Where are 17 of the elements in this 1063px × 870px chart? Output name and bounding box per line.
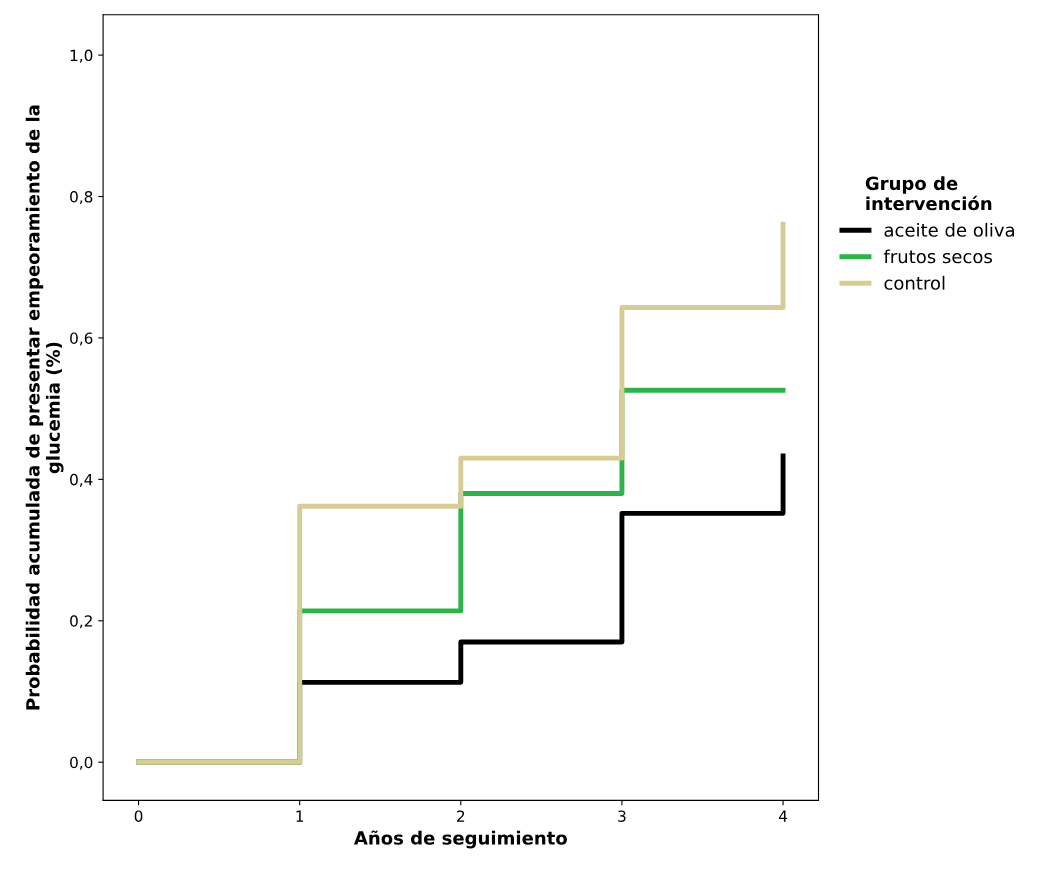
x-tick-label: 2 [457,810,465,822]
y-tick-label: 0,0 [70,756,93,770]
legend-label: frutos secos [883,249,992,264]
legend-label: aceite de oliva [884,222,1014,237]
x-tick-label: 4 [778,810,788,822]
x-tick-label: 1 [296,810,304,822]
y-tick-label: 1,0 [70,49,93,63]
y-tick-label: 0,8 [70,190,93,205]
y-tick-label: 0,4 [70,473,93,487]
legend-title: Grupo de intervención [865,176,992,211]
y-tick-label: 0,2 [70,615,92,629]
x-tick-label: 3 [618,810,626,822]
x-tick-label: 0 [134,810,143,822]
y-axis-title: Probabilidad acumulada de presentar empeoramiento de la glucemia (%) [25,105,64,710]
x-axis-title: Años de seguimiento [353,830,567,849]
y-tick-label: 0,6 [70,332,93,346]
legend-label: control [884,275,945,290]
